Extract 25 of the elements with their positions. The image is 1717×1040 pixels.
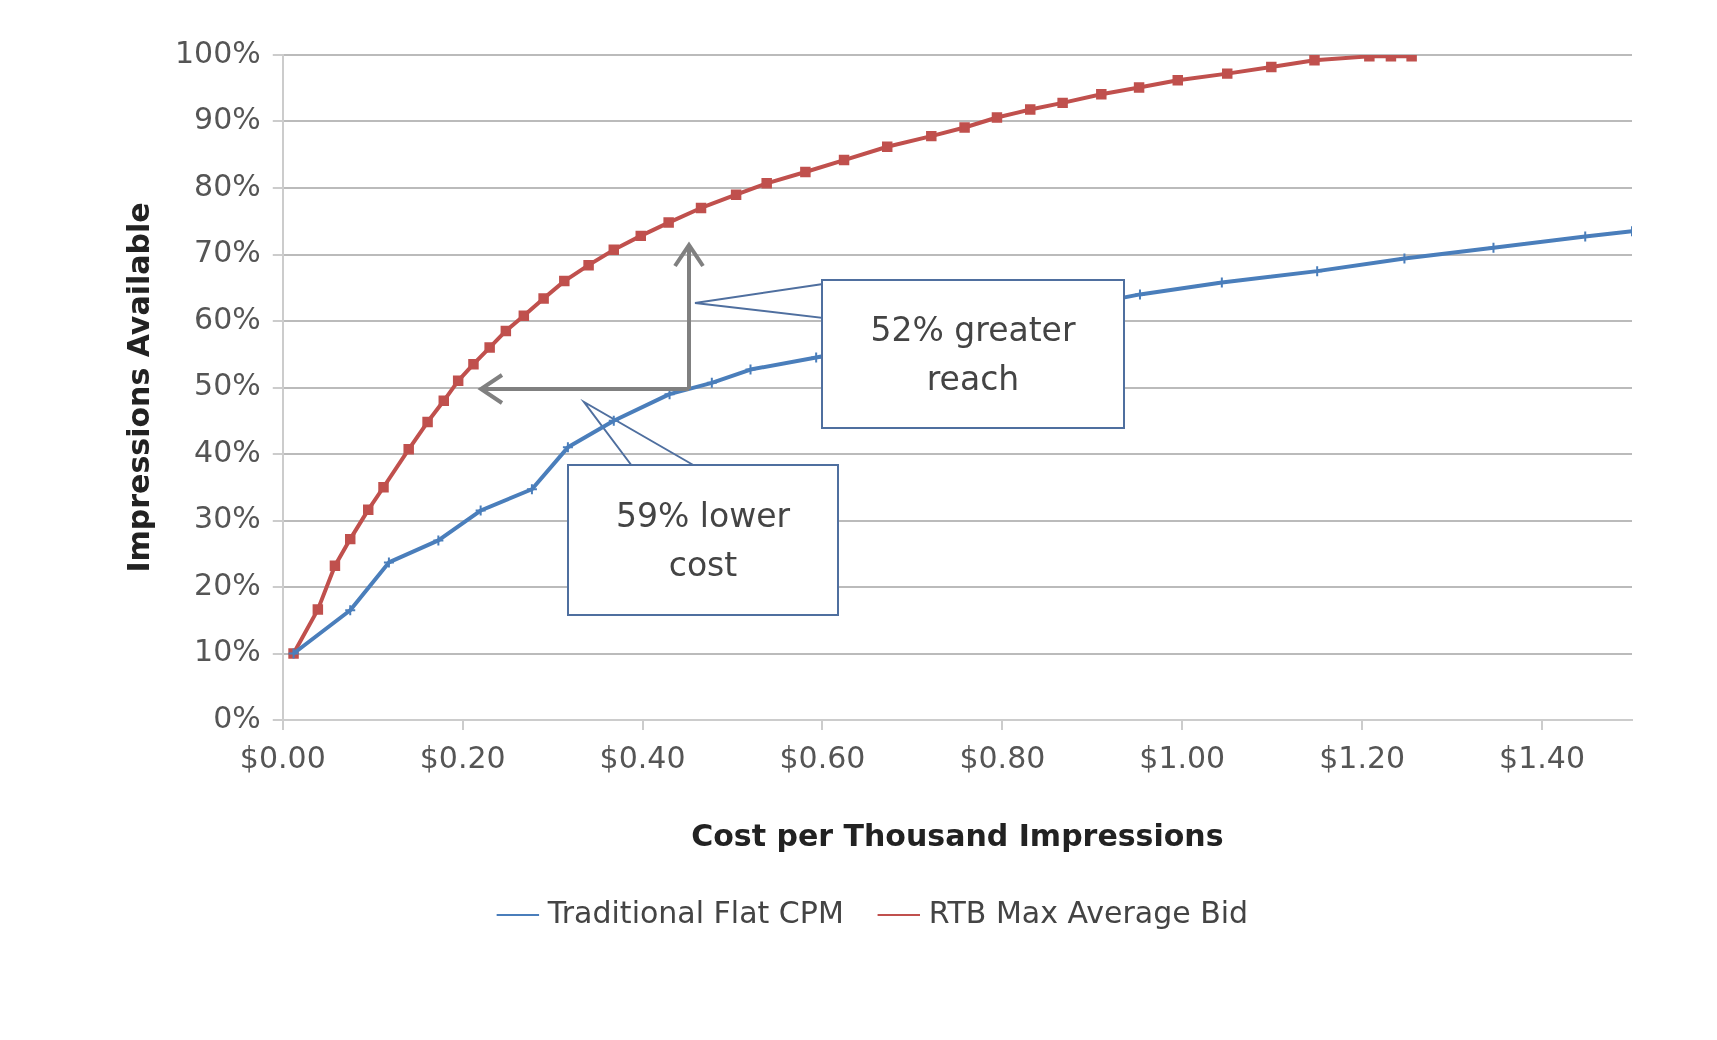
y-tick-label: 10% [194,633,261,669]
x-tick-label: $0.20 [419,739,506,775]
y-tick-label: 0% [213,699,261,735]
legend-label: Traditional Flat CPM [546,894,844,930]
x-tick-label: $1.00 [1139,739,1226,775]
y-tick-label: 70% [194,234,261,270]
x-tick-label: $0.80 [959,739,1046,775]
x-tick-label: $1.40 [1499,739,1585,775]
x-tick-label: $1.20 [1319,739,1406,775]
y-axis-title: Impressions Available [120,202,156,573]
legend-label: RTB Max Average Bid [928,894,1249,930]
y-tick-label: 60% [194,300,261,336]
annotation: 52% greater reach [821,279,1125,429]
y-tick-label: 100% [174,34,261,70]
x-tick-label: $0.40 [599,739,686,775]
y-tick-label: 90% [194,101,261,137]
x-tick-label: $0.60 [779,739,866,775]
x-tick-label: $0.00 [239,739,326,775]
y-tick-label: 30% [194,500,261,536]
annotation: 59% lower cost [567,464,839,616]
y-tick-label: 80% [194,167,261,203]
y-tick-label: 40% [194,433,261,469]
y-tick-label: 50% [194,367,261,403]
y-tick-label: 20% [194,566,261,602]
x-axis-title: Cost per Thousand Impressions [691,817,1224,853]
